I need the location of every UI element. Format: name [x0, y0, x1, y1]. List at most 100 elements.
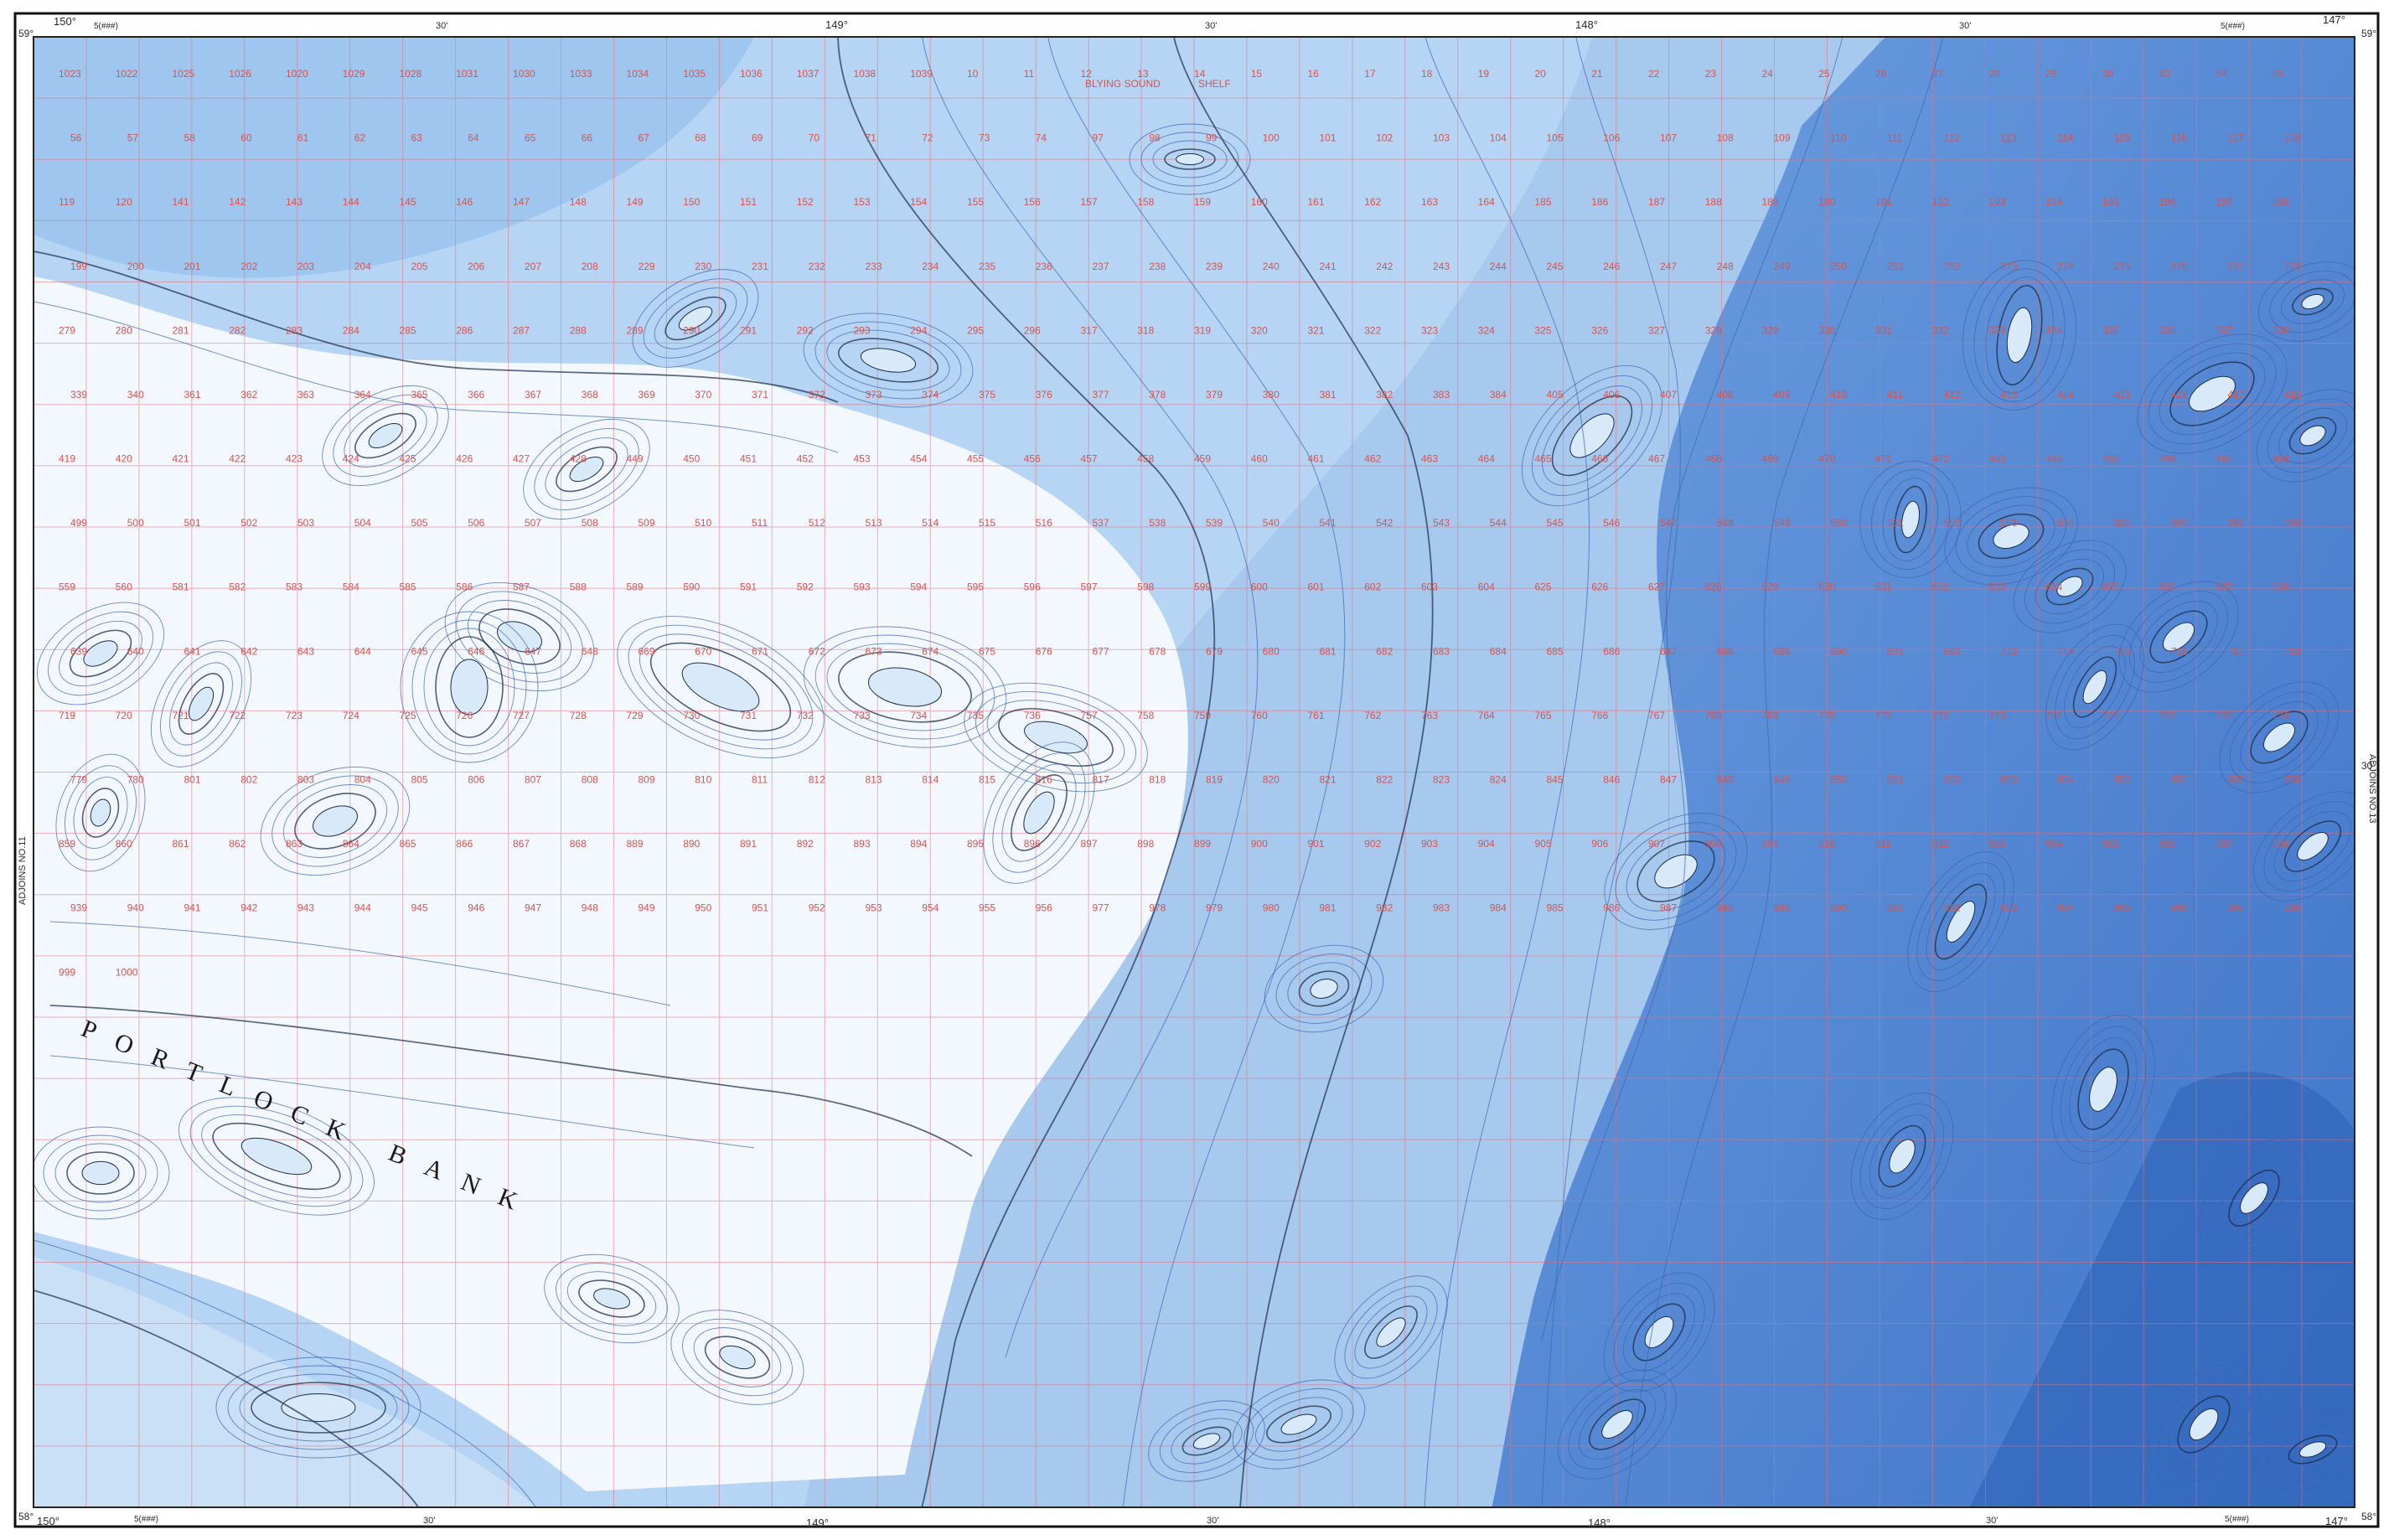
sounding-label: 811 [752, 774, 768, 786]
sounding-label: 544 [1490, 517, 1507, 529]
sounding-label: 424 [343, 453, 359, 465]
sounding-label: 187 [1648, 196, 1665, 208]
sounding-label: 112 [1944, 132, 1960, 144]
sounding-label: 20 [1535, 68, 1547, 80]
sounding-label: 141 [173, 196, 189, 208]
contour-ellipse [556, 1263, 668, 1335]
sounding-label: 626 [1591, 581, 1608, 593]
sounding-label: 278 [2284, 261, 2301, 272]
contour-ellipse [826, 643, 984, 731]
sounding-label: 380 [1263, 389, 1280, 401]
sounding-label: 555 [2114, 517, 2131, 529]
sounding-label: 333 [1989, 324, 2006, 336]
contour-ellipse [2209, 1149, 2299, 1248]
contour-ellipse [2051, 1015, 2155, 1164]
contour-ellipse [826, 329, 950, 391]
sounding-label: 414 [2057, 389, 2074, 401]
sounding-label: 767 [1648, 710, 1665, 721]
contour-ellipse [998, 708, 1114, 767]
contour-lines [34, 37, 2355, 1507]
sounding-label: 192 [1932, 196, 1949, 208]
contour-ellipse [169, 662, 233, 746]
sounding-label: 323 [1421, 324, 1438, 336]
sounding-label: 590 [683, 581, 700, 593]
contour-depression [1601, 1410, 1633, 1439]
sounding-label: 854 [2057, 774, 2074, 786]
contour-ellipse [837, 338, 939, 383]
southwest-shelf [34, 1257, 535, 1507]
contour-depression [2240, 1182, 2268, 1214]
sounding-label: 552 [1944, 517, 1961, 529]
sounding-label: 295 [967, 324, 984, 336]
sounding-label: 324 [1478, 324, 1495, 336]
contour-ellipse [2139, 601, 2218, 673]
contour-ellipse [1603, 1272, 1715, 1393]
sounding-label: 281 [173, 324, 189, 336]
marginal-annotations: 150° 59° 5(###) 30' 149° 30' 148° 30' 5(… [18, 13, 2377, 1529]
sounding-label: 945 [411, 902, 428, 914]
sounding-label: 818 [1149, 774, 1166, 786]
contour-ellipse [2158, 1374, 2250, 1475]
sounding-label: 164 [1478, 196, 1495, 208]
sounding-label: 589 [627, 581, 644, 593]
sounding-label: 502 [240, 517, 257, 529]
sounding-label: 274 [2057, 261, 2074, 272]
contour-ellipse [523, 418, 650, 520]
contour-ellipse [189, 1105, 364, 1207]
sounding-label: 412 [1944, 389, 1961, 401]
sounding-label: 859 [59, 838, 75, 850]
sounding-label: 809 [639, 774, 655, 786]
sounding-label: 559 [59, 581, 75, 593]
sounding-label: 204 [354, 261, 371, 272]
contour-ellipse [838, 651, 972, 723]
sounding-label: 984 [1490, 902, 1507, 914]
sounding-label: 451 [740, 453, 757, 465]
sounding-label: 906 [1591, 838, 1608, 850]
sounding-label: 423 [286, 453, 302, 465]
sounding-label: 368 [582, 389, 598, 401]
sounding-label: 557 [2228, 517, 2245, 529]
contour-ellipse [704, 1336, 771, 1379]
sounding-label: 462 [1364, 453, 1381, 465]
contour-ellipse [664, 296, 726, 341]
sounding-label: 560 [116, 581, 132, 593]
contour-ellipse [2169, 361, 2255, 426]
contour-line [1625, 37, 1944, 1507]
sounding-label: 780 [127, 774, 144, 786]
sounding-label: 727 [513, 710, 530, 721]
sounding-label: 934 [2045, 838, 2062, 850]
contour-ellipse [150, 640, 252, 767]
contour-depression [368, 422, 403, 449]
sounding-label: 892 [797, 838, 814, 850]
contour-ellipse [1613, 1282, 1705, 1382]
sounding-label: 65 [525, 132, 536, 144]
contour-ellipse [1926, 873, 1996, 970]
contour-ellipse [693, 1327, 782, 1388]
contour-ellipse [628, 624, 814, 750]
sounding-label: 19 [1478, 68, 1490, 80]
contour-ellipse [1140, 132, 1239, 187]
sounding-label: 273 [2001, 261, 2018, 272]
contour-ellipse [2177, 1395, 2231, 1454]
outer-frame [13, 12, 2380, 1528]
sounding-label: 729 [627, 710, 644, 721]
sounding-label: 907 [1648, 838, 1665, 850]
sounding-label: 196 [2159, 196, 2176, 208]
contour-depression [2299, 425, 2326, 447]
sounding-label: 865 [400, 838, 416, 850]
sounding-label: 245 [1547, 261, 1564, 272]
contour-ellipse [1615, 822, 1737, 921]
sounding-label: 146 [456, 196, 473, 208]
sounding-label: 71 [866, 132, 877, 144]
contour-ellipse [423, 628, 515, 747]
sounding-label: 459 [1194, 453, 1211, 465]
contour-ellipse [2077, 1048, 2129, 1130]
contour-ellipse [2256, 389, 2355, 483]
sounding-label: 120 [116, 196, 132, 208]
sounding-label: 230 [695, 261, 711, 272]
contour-ellipse [1985, 276, 2054, 394]
contour-ellipse [1916, 862, 2005, 981]
sounding-label: 641 [184, 645, 201, 657]
sounding-label: 896 [1024, 838, 1041, 850]
sounding-label: 648 [582, 645, 598, 657]
